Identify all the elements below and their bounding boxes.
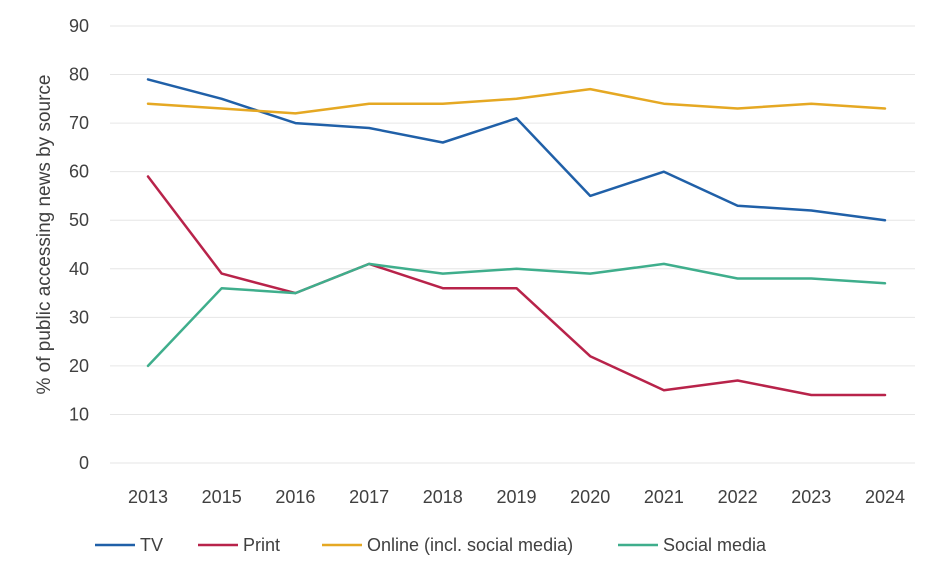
gridlines: [110, 25, 915, 464]
series-lines: [146, 78, 887, 397]
x-tick-label: 2016: [275, 487, 315, 507]
x-tick-label: 2018: [423, 487, 463, 507]
x-tick-label: 2013: [128, 487, 168, 507]
series-line-social-media: [146, 262, 887, 368]
y-tick-label: 70: [69, 113, 89, 133]
y-tick-label: 90: [69, 16, 89, 36]
y-tick-label: 40: [69, 259, 89, 279]
y-axis-ticks: 0 10 20 30 40 50 60 70 80 90: [69, 16, 89, 473]
x-tick-label: 2021: [644, 487, 684, 507]
x-tick-label: 2017: [349, 487, 389, 507]
y-tick-label: 0: [79, 453, 89, 473]
y-tick-label: 30: [69, 307, 89, 327]
legend-label: Social media: [663, 535, 767, 555]
legend: TV Print Online (incl. social media) Social…: [95, 535, 767, 555]
y-axis-label: % of public accessing news by source: [34, 75, 55, 395]
legend-item: TV: [95, 535, 163, 555]
legend-label: Print: [243, 535, 280, 555]
series-line-print: [146, 175, 887, 397]
series-line-tv: [146, 78, 887, 222]
legend-item: Social media: [618, 535, 767, 555]
y-tick-label: 50: [69, 210, 89, 230]
series-line-online-incl-social-media: [146, 87, 887, 115]
y-tick-label: 60: [69, 162, 89, 182]
x-tick-label: 2019: [496, 487, 536, 507]
x-axis-ticks: 2013 2015 2016 2017 2018 2019 2020 2021 2022 2023…: [128, 487, 905, 507]
legend-label: TV: [140, 535, 163, 555]
legend-item: Print: [198, 535, 280, 555]
legend-label: Online (incl. social media): [367, 535, 573, 555]
y-tick-label: 80: [69, 65, 89, 85]
x-tick-label: 2024: [865, 487, 905, 507]
x-tick-label: 2015: [202, 487, 242, 507]
y-tick-label: 20: [69, 356, 89, 376]
x-tick-label: 2023: [791, 487, 831, 507]
legend-item: Online (incl. social media): [322, 535, 573, 555]
y-tick-label: 10: [69, 404, 89, 424]
x-tick-label: 2020: [570, 487, 610, 507]
x-tick-label: 2022: [718, 487, 758, 507]
